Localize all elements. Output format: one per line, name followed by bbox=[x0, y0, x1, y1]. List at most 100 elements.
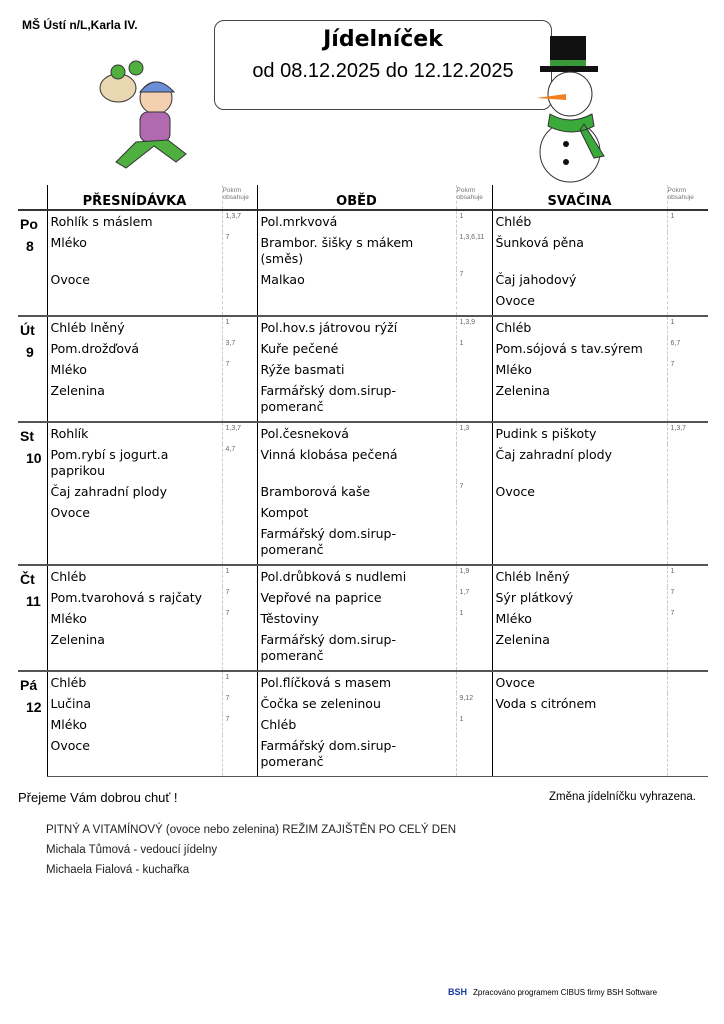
breakfast-item: Zelenina bbox=[46, 629, 222, 671]
menu-row: Pá 12 Chléb 1 Pol.flíčková s masem Ovoce bbox=[18, 670, 708, 777]
lunch-item: Farmářský dom.sirup-pomeranč bbox=[256, 735, 456, 777]
snack-item: Chléb lněný bbox=[491, 564, 667, 587]
lunch-item: Pol.česneková bbox=[256, 421, 456, 444]
menu-row: Mléko 7 Rýže basmati Mléko 7 bbox=[18, 359, 708, 380]
menu-row: Mléko 7 Těstoviny 1 Mléko 7 bbox=[18, 608, 708, 629]
lunch-item: Pol.drůbková s nudlemi bbox=[256, 564, 456, 587]
day-abbr: Po bbox=[20, 216, 38, 232]
allergen-codes bbox=[455, 502, 492, 523]
allergen-codes: 9,12 bbox=[455, 693, 492, 714]
lunch-item: Kuře pečené bbox=[256, 338, 456, 359]
lunch-item: Těstoviny bbox=[256, 608, 456, 629]
day-block: Čt 11 Chléb 1 Pol.drůbková s nudlemi 1,9 Chléb… bbox=[18, 564, 708, 671]
allergen-codes bbox=[666, 735, 708, 777]
lunch-item: Chléb bbox=[256, 714, 456, 735]
school-name: MŠ Ústí n/L,Karla IV. bbox=[22, 18, 138, 32]
day-block: Po 8 Rohlík s máslem 1,3,7 Pol.mrkvová 1 Chléb… bbox=[18, 209, 708, 316]
allergen-codes: 1,7 bbox=[455, 587, 492, 608]
lunch-item: Farmářský dom.sirup-pomeranč bbox=[256, 523, 456, 565]
allergen-codes: 1,3,7 bbox=[666, 421, 708, 444]
day-header bbox=[18, 185, 47, 211]
snack-item: Chléb bbox=[491, 209, 667, 232]
lunch-header: OBĚD bbox=[256, 185, 456, 211]
menu-row: Farmářský dom.sirup-pomeranč bbox=[18, 523, 708, 565]
breakfast-item: Mléko bbox=[46, 232, 222, 269]
menu-row: Lučina 7 Čočka se zeleninou 9,12 Voda s citr… bbox=[18, 693, 708, 714]
lunch-item: Pol.hov.s játrovou rýží bbox=[256, 315, 456, 338]
menu-row: Zelenina Farmářský dom.sirup-pomeranč Zele… bbox=[18, 380, 708, 422]
lunch-item: Farmářský dom.sirup-pomeranč bbox=[256, 380, 456, 422]
day-number: 8 bbox=[26, 238, 34, 254]
lunch-item: Vinná klobása pečená bbox=[256, 444, 456, 481]
snack-item: Mléko bbox=[491, 359, 667, 380]
breakfast-item: Lučina bbox=[46, 693, 222, 714]
allergen-codes: 7 bbox=[221, 587, 257, 608]
lunch-item: Bramborová kaše bbox=[256, 481, 456, 502]
allergen-codes: 1,3,6,11 bbox=[455, 232, 492, 269]
breakfast-item: Mléko bbox=[46, 608, 222, 629]
snack-item: Zelenina bbox=[491, 629, 667, 671]
day-number: 10 bbox=[26, 450, 42, 466]
allergen-codes bbox=[455, 444, 492, 481]
snack-item: Voda s citrónem bbox=[491, 693, 667, 714]
allergen-codes bbox=[666, 290, 708, 316]
allergen-codes: 1 bbox=[666, 209, 708, 232]
lunch-item bbox=[256, 290, 456, 316]
bsh-logo: BSH bbox=[448, 987, 468, 997]
menu-row: Pom.tvarohová s rajčaty 7 Vepřové na papri… bbox=[18, 587, 708, 608]
menu-table: PŘESNÍDÁVKA Pokrm obsahuje OBĚD Pokrm ob… bbox=[18, 185, 708, 777]
lunch-item: Čočka se zeleninou bbox=[256, 693, 456, 714]
day-label: Po 8 bbox=[18, 209, 47, 316]
allergen-codes bbox=[666, 714, 708, 735]
allergen-codes: 1 bbox=[221, 564, 257, 587]
allergen-codes: 1,3,9 bbox=[455, 315, 492, 338]
allergen-codes: 1,3 bbox=[455, 421, 492, 444]
allergen-codes: 1,9 bbox=[455, 564, 492, 587]
breakfast-item: Mléko bbox=[46, 359, 222, 380]
menu-row: Pom.drožďová 3,7 Kuře pečené 1 Pom.sójová s … bbox=[18, 338, 708, 359]
allergen-codes: 7 bbox=[221, 714, 257, 735]
software-text: Zpracováno programem CIBUS firmy BSH Sof… bbox=[473, 987, 658, 997]
menu-row: Ovoce bbox=[18, 290, 708, 316]
allergen-codes bbox=[221, 502, 257, 523]
snack-item: Ovoce bbox=[491, 481, 667, 502]
allergen-codes bbox=[221, 735, 257, 777]
lunch-item: Pol.mrkvová bbox=[256, 209, 456, 232]
breakfast-item: Chléb lněný bbox=[46, 315, 222, 338]
allergen-codes bbox=[666, 693, 708, 714]
breakfast-item bbox=[46, 290, 222, 316]
allergen-header: Pokrm obsahuje bbox=[455, 185, 492, 211]
allergen-codes bbox=[221, 629, 257, 671]
allergen-codes bbox=[666, 502, 708, 523]
allergen-header: Pokrm obsahuje bbox=[221, 185, 257, 211]
allergen-codes bbox=[666, 269, 708, 290]
snack-item: Chléb bbox=[491, 315, 667, 338]
allergen-codes bbox=[455, 380, 492, 422]
change-note: Změna jídelníčku vyhrazena. bbox=[548, 791, 696, 803]
snack-item: Čaj zahradní plody bbox=[491, 444, 667, 481]
allergen-codes bbox=[221, 380, 257, 422]
allergen-codes: 7 bbox=[666, 359, 708, 380]
lunch-item: Farmářský dom.sirup-pomeranč bbox=[256, 629, 456, 671]
breakfast-item: Ovoce bbox=[46, 269, 222, 290]
day-block: St 10 Rohlík 1,3,7 Pol.česneková 1,3 Pudink s … bbox=[18, 421, 708, 565]
allergen-codes bbox=[666, 444, 708, 481]
allergen-codes: 1 bbox=[666, 315, 708, 338]
lunch-item: Rýže basmati bbox=[256, 359, 456, 380]
allergen-codes bbox=[455, 359, 492, 380]
snack-item: Čaj jahodový bbox=[491, 269, 667, 290]
snack-item bbox=[491, 714, 667, 735]
menu-row: Pom.rybí s jogurt.a paprikou 4,7 Vinná klo… bbox=[18, 444, 708, 481]
allergen-codes: 1 bbox=[221, 670, 257, 693]
allergen-codes bbox=[221, 290, 257, 316]
allergen-codes bbox=[455, 735, 492, 777]
snack-item: Mléko bbox=[491, 608, 667, 629]
child-illustration bbox=[99, 60, 187, 169]
breakfast-item: Čaj zahradní plody bbox=[46, 481, 222, 502]
menu-row: St 10 Rohlík 1,3,7 Pol.česneková 1,3 Pudink s … bbox=[18, 421, 708, 565]
allergen-codes bbox=[221, 481, 257, 502]
allergen-codes: 7 bbox=[221, 359, 257, 380]
snack-header: SVAČINA bbox=[491, 185, 667, 211]
snack-item: Šunková pěna bbox=[491, 232, 667, 269]
